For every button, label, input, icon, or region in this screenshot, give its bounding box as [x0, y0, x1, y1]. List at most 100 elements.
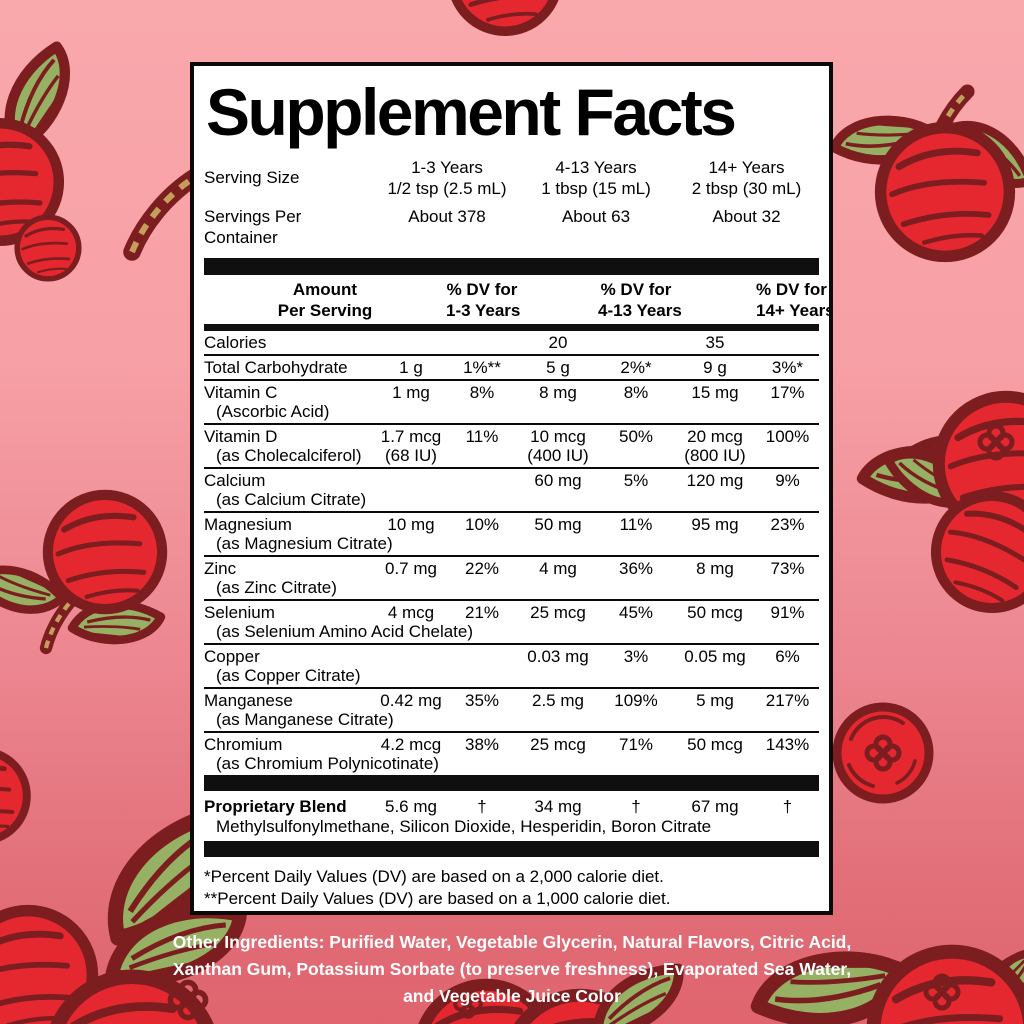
cranberry-illustration-left-twig	[132, 167, 195, 261]
amount-1-3-years: 1 g	[399, 357, 423, 377]
nutrient-form: (Ascorbic Acid)	[216, 401, 330, 421]
blend-name: Proprietary Blend	[204, 796, 347, 816]
dv-1-3-years	[446, 333, 518, 352]
blend-amount-3: 67 mg	[691, 796, 739, 816]
dv-14plus-years: 17%	[770, 382, 805, 402]
dv-1-3-years: 38%	[464, 734, 500, 754]
blend-amount-2: 34 mg	[534, 796, 582, 816]
footnotes: *Percent Daily Values (DV) are based on …	[204, 866, 819, 912]
amount-14plus-years: 8 mg	[696, 558, 734, 578]
amount-14plus-years: 15 mg	[691, 382, 739, 402]
servings-per-container-row: Servings Per Container About 378 About 6…	[204, 206, 819, 248]
other-ingredients-text: Other Ingredients: Purified Water, Veget…	[172, 932, 852, 1007]
table-header-row: Amount Per Serving % DV for 1-3 Years % …	[204, 275, 833, 324]
amount-14plus-years: 9 g	[703, 357, 727, 377]
dv-4-13-years: 45%	[618, 602, 654, 622]
amount-4-13-years: 20	[548, 332, 568, 352]
amount-sub-14plus-years	[674, 622, 756, 641]
dv-4-13-years: 8%	[623, 382, 649, 402]
nutrient-row: Vitamin C 1 mg 8% 8 mg 8% 15 mg 17% (Asc…	[204, 381, 819, 425]
amount-1-3-years: 0.42 mg	[380, 690, 442, 710]
amount-4-13-years: 10 mcg	[530, 426, 586, 446]
amount-sub-14plus-years	[674, 578, 756, 597]
header-dv-14plus-years: % DV for 14+ Years	[756, 279, 833, 320]
header-dv-4-13-years: % DV for 4-13 Years	[598, 279, 682, 320]
amount-1-3-years: 10 mg	[387, 514, 435, 534]
nutrient-form: (as Magnesium Citrate)	[216, 533, 393, 553]
divider-bar-thick	[204, 257, 819, 275]
nutrient-form: (as Manganese Citrate)	[216, 709, 394, 729]
nutrient-row: Manganese 0.42 mg 35% 2.5 mg 109% 5 mg 2…	[204, 689, 819, 733]
dv-4-13-years: 36%	[618, 558, 654, 578]
nutrient-row: Chromium 4.2 mcg 38% 25 mcg 71% 50 mcg 1…	[204, 733, 819, 775]
dv-4-13-years: 50%	[618, 426, 654, 446]
cranberry-illustration-right-cluster	[861, 397, 1024, 628]
nutrient-name: Magnesium	[204, 514, 292, 534]
divider-bar-thick	[204, 774, 819, 791]
divider-bar-medium	[204, 323, 819, 331]
amount-sub-4-13-years	[518, 534, 598, 553]
dv-14plus-years: 73%	[770, 558, 805, 578]
cranberry-illustration-top-left	[0, 44, 89, 279]
header-dv-1-3-years: % DV for 1-3 Years	[446, 279, 521, 320]
age-range: 4-13 Years	[555, 157, 637, 177]
footnote-dv-not-established: †Daily Value (DV) not established.	[204, 910, 819, 912]
nutrient-form: (as Copper Citrate)	[216, 665, 361, 685]
amount-1-3-years	[376, 647, 446, 666]
blend-ingredients: Methylsulfonylmethane, Silicon Dioxide, …	[216, 816, 712, 836]
nutrient-name: Calories	[204, 332, 267, 352]
nutrient-name: Vitamin D	[204, 426, 278, 446]
nutrient-form: (as Selenium Amino Acid Chelate)	[216, 621, 474, 641]
nutrient-row: Zinc 0.7 mg 22% 4 mg 36% 8 mg 73% (as Zi…	[204, 557, 819, 601]
amount-14plus-years: 50 mcg	[687, 734, 743, 754]
dagger-symbol: †	[631, 796, 641, 816]
serving-amount: 1/2 tsp (2.5 mL)	[387, 178, 507, 198]
amount-sub-4-13-years	[518, 622, 598, 641]
nutrient-name: Selenium	[204, 602, 275, 622]
dv-14plus-years: 23%	[770, 514, 805, 534]
nutrient-row: Calcium 60 mg 5% 120 mg 9% (as Calcium C…	[204, 469, 819, 513]
serving-size-label: Serving Size	[204, 168, 300, 188]
amount-4-13-years: 25 mcg	[530, 734, 586, 754]
dv-4-13-years: 11%	[619, 514, 653, 534]
amount-sub-1-3-years	[376, 534, 446, 553]
amount-sub-4-13-years	[518, 402, 598, 421]
amount-sub-14plus-years	[674, 666, 756, 685]
nutrient-name: Manganese	[204, 690, 293, 710]
dv-1-3-years: 22%	[464, 558, 500, 578]
amount-sub-1-3-years	[376, 402, 446, 421]
amount-sub-4-13-years	[518, 666, 598, 685]
nutrient-row: Copper 0.03 mg 3% 0.05 mg 6% (as Copper …	[204, 645, 819, 689]
dv-1-3-years	[446, 647, 518, 666]
dv-14plus-years: 143%	[765, 734, 810, 754]
footnote-2000-calorie: *Percent Daily Values (DV) are based on …	[204, 866, 664, 886]
amount-14plus-years: 5 mg	[696, 690, 734, 710]
serving-size-row: Serving Size 1-3 Years 1/2 tsp (2.5 mL) …	[204, 157, 819, 199]
dv-4-13-years: 109%	[614, 690, 658, 710]
amount-sub-1-3-years	[376, 710, 446, 729]
amount-4-13-years: 8 mg	[539, 382, 577, 402]
nutrient-row: Magnesium 10 mg 10% 50 mg 11% 95 mg 23% …	[204, 513, 819, 557]
dv-1-3-years: 11%	[465, 426, 499, 446]
amount-sub-4-13-years: (400 IU)	[527, 445, 589, 465]
dagger-symbol: †	[782, 796, 793, 816]
amount-14plus-years: 20 mcg	[687, 426, 743, 446]
cranberry-illustration-blossom-berry	[837, 707, 929, 799]
amount-sub-1-3-years	[376, 754, 446, 773]
dv-1-3-years: 10%	[464, 514, 500, 534]
servings-count: About 378	[408, 206, 486, 226]
amount-sub-14plus-years: (800 IU)	[684, 445, 746, 465]
dv-1-3-years	[446, 471, 518, 490]
dv-14plus-years: 6%	[775, 646, 800, 666]
nutrient-name: Chromium	[204, 734, 283, 754]
nutrient-row: Calories 20 35	[204, 331, 819, 356]
amount-sub-14plus-years	[674, 754, 756, 773]
amount-1-3-years: 1.7 mcg	[380, 426, 442, 446]
amount-1-3-years: 4.2 mcg	[380, 734, 442, 754]
dv-4-13-years: 5%	[623, 470, 649, 490]
amount-sub-14plus-years	[674, 534, 756, 553]
amount-sub-14plus-years	[674, 402, 756, 421]
amount-4-13-years: 2.5 mg	[532, 690, 584, 710]
nutrient-row: Selenium 4 mcg 21% 25 mcg 45% 50 mcg 91%…	[204, 601, 819, 645]
dv-4-13-years	[598, 333, 674, 352]
